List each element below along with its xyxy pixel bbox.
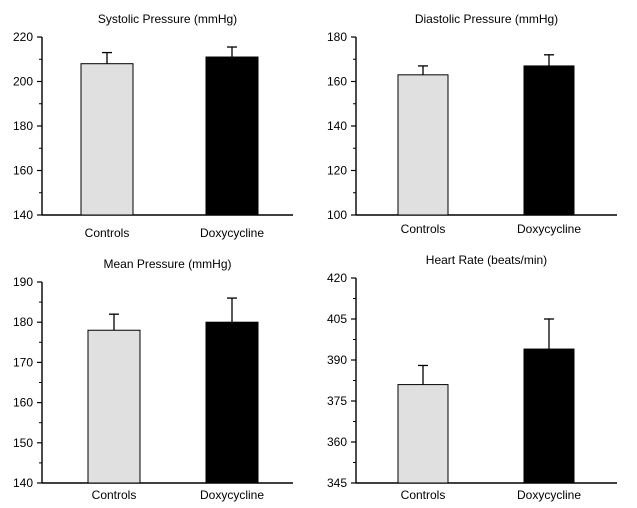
panel-2-y-tick-label: 140: [327, 119, 347, 133]
panel-3-y-tick-label: 160: [13, 396, 33, 410]
panel-1-y-tick-label: 220: [13, 30, 33, 44]
panel-2-category-label: Controls: [401, 222, 446, 236]
panel-3-category-label: Doxycycline: [200, 488, 264, 502]
panel-4-category-label: Controls: [401, 488, 446, 502]
panel-3-y-tick-label: 150: [13, 436, 33, 450]
panel-2-y-tick-label: 100: [327, 208, 347, 222]
panel-1-bar-controls: [80, 63, 134, 216]
panel-1-y-tick-label: 140: [13, 208, 33, 222]
panel-2-y-tick-label: 160: [327, 75, 347, 89]
panel-4-y-tick-label: 375: [327, 394, 347, 408]
panel-4-y-tick-label: 345: [327, 476, 347, 490]
panel-1-bar-doxycycline: [205, 56, 259, 216]
panel-1-title: Systolic Pressure (mmHg): [98, 12, 237, 26]
panel-1-y-tick-label: 160: [13, 164, 33, 178]
panel-1-y-tick-label: 180: [13, 119, 33, 133]
panel-3-category-label: Controls: [92, 488, 137, 502]
panel-2-y-tick-label: 120: [327, 164, 347, 178]
panel-4-y-tick-label: 405: [327, 312, 347, 326]
panel-4-bar-doxycycline: [523, 348, 575, 484]
panel-2-title: Diastolic Pressure (mmHg): [415, 12, 558, 26]
panel-3-y-tick-label: 170: [13, 355, 33, 369]
panel-4-y-tick-label: 360: [327, 435, 347, 449]
panel-2-category-label: Doxycycline: [517, 222, 581, 236]
panel-1-category-label: Controls: [85, 226, 130, 240]
panel-1-category-label: Doxycycline: [200, 226, 264, 240]
panel-2-y-tick-label: 180: [327, 30, 347, 44]
panel-2-bar-controls: [397, 74, 449, 216]
panel-4-y-tick-label: 390: [327, 353, 347, 367]
panel-4-bar-controls: [397, 384, 449, 484]
panel-3-y-tick-label: 180: [13, 315, 33, 329]
panel-1-y-tick-label: 200: [13, 75, 33, 89]
panel-4-category-label: Doxycycline: [517, 488, 581, 502]
panel-4-y-tick-label: 420: [327, 271, 347, 285]
panel-2-bar-doxycycline: [523, 65, 575, 216]
panel-3-y-tick-label: 190: [13, 275, 33, 289]
panel-4-title: Heart Rate (beats/min): [426, 253, 547, 267]
panel-3-title: Mean Pressure (mmHg): [103, 257, 231, 271]
panel-3-y-tick-label: 140: [13, 476, 33, 490]
panel-3-bar-doxycycline: [205, 321, 259, 484]
panel-3-bar-controls: [87, 329, 141, 484]
